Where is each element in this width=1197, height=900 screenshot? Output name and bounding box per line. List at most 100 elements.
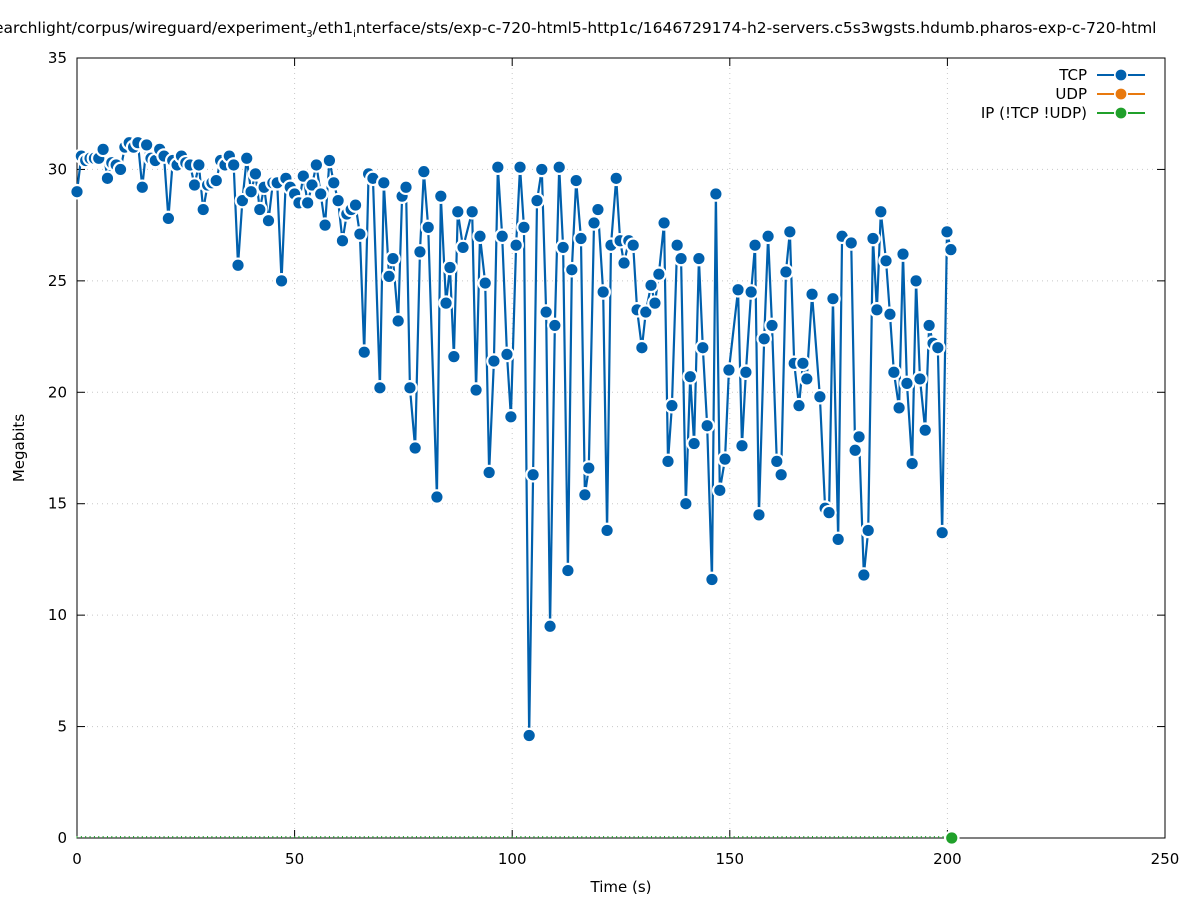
- data-point-marker: [775, 469, 787, 481]
- data-point: [573, 230, 589, 247]
- data-point-marker: [315, 188, 327, 200]
- data-point: [521, 727, 537, 744]
- data-point-marker: [114, 163, 127, 176]
- data-point: [586, 215, 602, 231]
- data-point-marker: [645, 279, 657, 291]
- data-point: [939, 224, 955, 240]
- data-point: [795, 355, 811, 372]
- data-point-marker: [758, 333, 770, 345]
- data-point-marker: [740, 366, 752, 378]
- data-point: [481, 464, 497, 481]
- data-point: [99, 170, 116, 187]
- data-point: [238, 150, 255, 167]
- data-point-marker: [575, 232, 587, 245]
- data-point-marker: [162, 212, 174, 225]
- data-point: [555, 239, 571, 256]
- data-point: [486, 353, 502, 369]
- data-point: [934, 524, 950, 541]
- data-point-marker: [923, 319, 935, 332]
- data-point-marker: [210, 174, 222, 187]
- data-point-marker: [245, 186, 257, 198]
- data-point-marker: [601, 524, 613, 537]
- data-point: [512, 159, 528, 175]
- data-point: [525, 466, 541, 483]
- data-point-marker: [367, 172, 379, 184]
- data-point: [477, 275, 494, 291]
- data-point-marker: [319, 219, 331, 231]
- data-point-marker: [452, 206, 464, 218]
- data-point: [494, 228, 510, 245]
- data-point-marker: [400, 181, 412, 193]
- data-point-marker: [332, 195, 344, 207]
- data-point-marker: [910, 275, 922, 287]
- data-point: [564, 261, 580, 278]
- data-point: [899, 375, 915, 392]
- data-point-marker: [797, 357, 809, 369]
- legend-marker: [1115, 107, 1127, 119]
- data-point: [743, 284, 759, 300]
- y-tick-label: 35: [48, 49, 67, 67]
- data-point-marker: [914, 373, 926, 385]
- data-point: [503, 409, 519, 425]
- data-point: [782, 224, 798, 240]
- data-point: [856, 567, 872, 583]
- data-point-marker: [241, 152, 253, 164]
- data-point-marker: [297, 170, 309, 182]
- data-point-marker: [806, 288, 818, 300]
- x-axis-label: Time (s): [590, 878, 652, 896]
- data-point: [186, 177, 203, 193]
- data-point-marker: [448, 351, 460, 363]
- data-point-marker: [793, 400, 805, 412]
- data-point: [717, 451, 733, 467]
- data-point-marker: [784, 226, 796, 238]
- y-tick-label: 15: [48, 495, 67, 513]
- data-point: [547, 317, 563, 334]
- data-point: [860, 522, 876, 539]
- y-tick-label: 0: [57, 829, 67, 847]
- data-point: [390, 313, 406, 329]
- x-tick-label: 50: [285, 850, 304, 868]
- data-point-marker: [714, 484, 726, 496]
- data-point: [347, 197, 364, 213]
- data-point: [821, 504, 837, 521]
- title-part: i: [353, 29, 356, 41]
- data-point-marker: [701, 420, 713, 432]
- data-point: [376, 175, 392, 191]
- data-point-marker: [849, 444, 861, 456]
- data-point: [325, 175, 342, 191]
- data-point-marker: [349, 199, 362, 211]
- data-point: [385, 250, 401, 267]
- data-point: [191, 157, 207, 173]
- data-point: [908, 273, 924, 289]
- data-point-marker: [688, 437, 700, 450]
- data-point-marker: [354, 228, 366, 240]
- data-point-marker: [745, 286, 757, 298]
- data-point: [420, 219, 437, 236]
- data-point: [330, 192, 346, 209]
- data-point-marker: [262, 215, 275, 227]
- data-point: [321, 152, 338, 169]
- data-point-marker: [570, 174, 582, 187]
- data-point: [882, 306, 898, 323]
- data-point-marker: [71, 186, 83, 198]
- legend-marker: [1115, 88, 1127, 100]
- x-tick-label: 100: [498, 850, 527, 868]
- data-point: [678, 495, 694, 512]
- data-point-marker: [801, 373, 813, 385]
- data-point: [791, 397, 807, 414]
- data-point: [873, 203, 889, 220]
- data-point: [308, 157, 325, 173]
- data-point: [751, 507, 767, 523]
- data-point-marker: [562, 564, 574, 577]
- data-point: [538, 304, 554, 320]
- data-point-marker: [888, 366, 900, 378]
- data-point: [708, 186, 724, 202]
- data-point: [580, 460, 597, 476]
- data-point: [533, 161, 550, 178]
- data-point: [730, 281, 746, 298]
- data-point-marker: [566, 264, 578, 276]
- data-point: [656, 215, 672, 231]
- data-point-marker: [832, 533, 844, 545]
- data-point-marker: [466, 206, 478, 218]
